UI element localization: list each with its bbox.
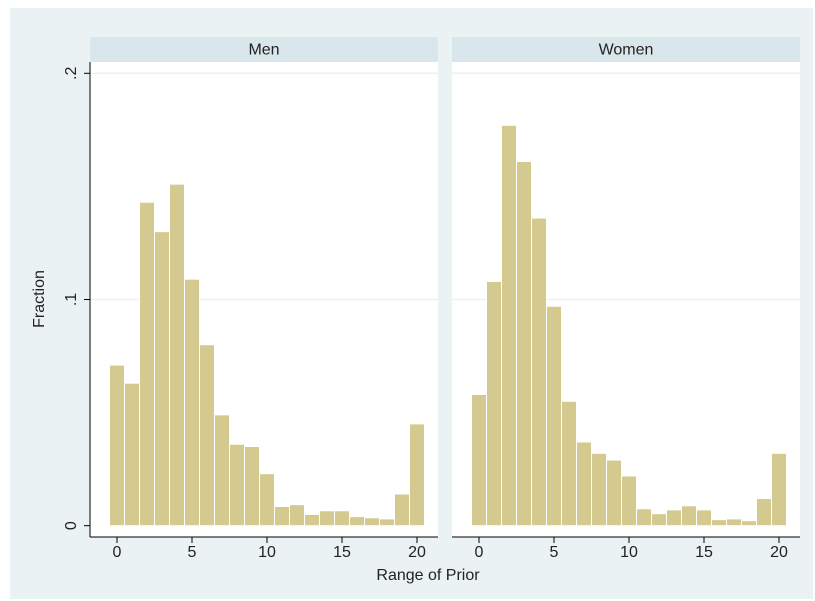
bar [531,217,547,527]
bar [109,364,125,527]
bar [756,498,772,527]
bar [199,344,215,527]
bar [471,394,487,527]
bar [334,510,350,527]
panel-title: Women [599,42,654,59]
x-tick-label: 10 [620,544,638,561]
bar [486,280,502,527]
bar [771,452,787,527]
bar [289,504,305,527]
bar [349,516,365,527]
bar [666,509,682,527]
x-axis-label: Range of Prior [376,567,480,584]
bar [394,493,410,527]
bar [576,441,592,527]
bar [546,305,562,527]
bar [319,510,335,527]
bar [726,518,742,527]
bar [214,414,230,527]
x-tick-label: 15 [333,544,351,561]
y-axis-label: Fraction [31,270,48,328]
bar [741,520,757,527]
x-tick-label: 15 [695,544,713,561]
bar [561,400,577,527]
bar [184,278,200,527]
bar [154,231,170,527]
bar [621,475,637,527]
bar [409,423,425,527]
x-tick-label: 0 [113,544,122,561]
bar [139,201,155,527]
y-tick-label: .2 [63,67,80,80]
bar [501,124,517,527]
panel-header [452,37,800,62]
x-tick-label: 0 [475,544,484,561]
bar [244,446,260,527]
y-tick-label: .1 [63,293,80,306]
bar [379,518,395,527]
bar [274,505,290,527]
x-tick-label: 20 [770,544,788,561]
bar [259,473,275,527]
panel-header [90,37,438,62]
bar [651,513,667,527]
bar [516,161,532,527]
bar [696,509,712,527]
bar [169,183,185,527]
bar [606,459,622,527]
x-tick-label: 10 [258,544,276,561]
x-tick-label: 20 [408,544,426,561]
panel-title: Men [248,42,279,59]
bar [304,513,320,527]
bar [364,517,380,527]
x-tick-label: 5 [550,544,559,561]
bar [229,443,245,527]
bar [681,505,697,527]
bar [711,519,727,527]
x-tick-label: 5 [188,544,197,561]
bar [124,382,140,527]
bar [636,508,652,527]
y-tick-label: 0 [63,521,80,530]
bar [591,452,607,527]
